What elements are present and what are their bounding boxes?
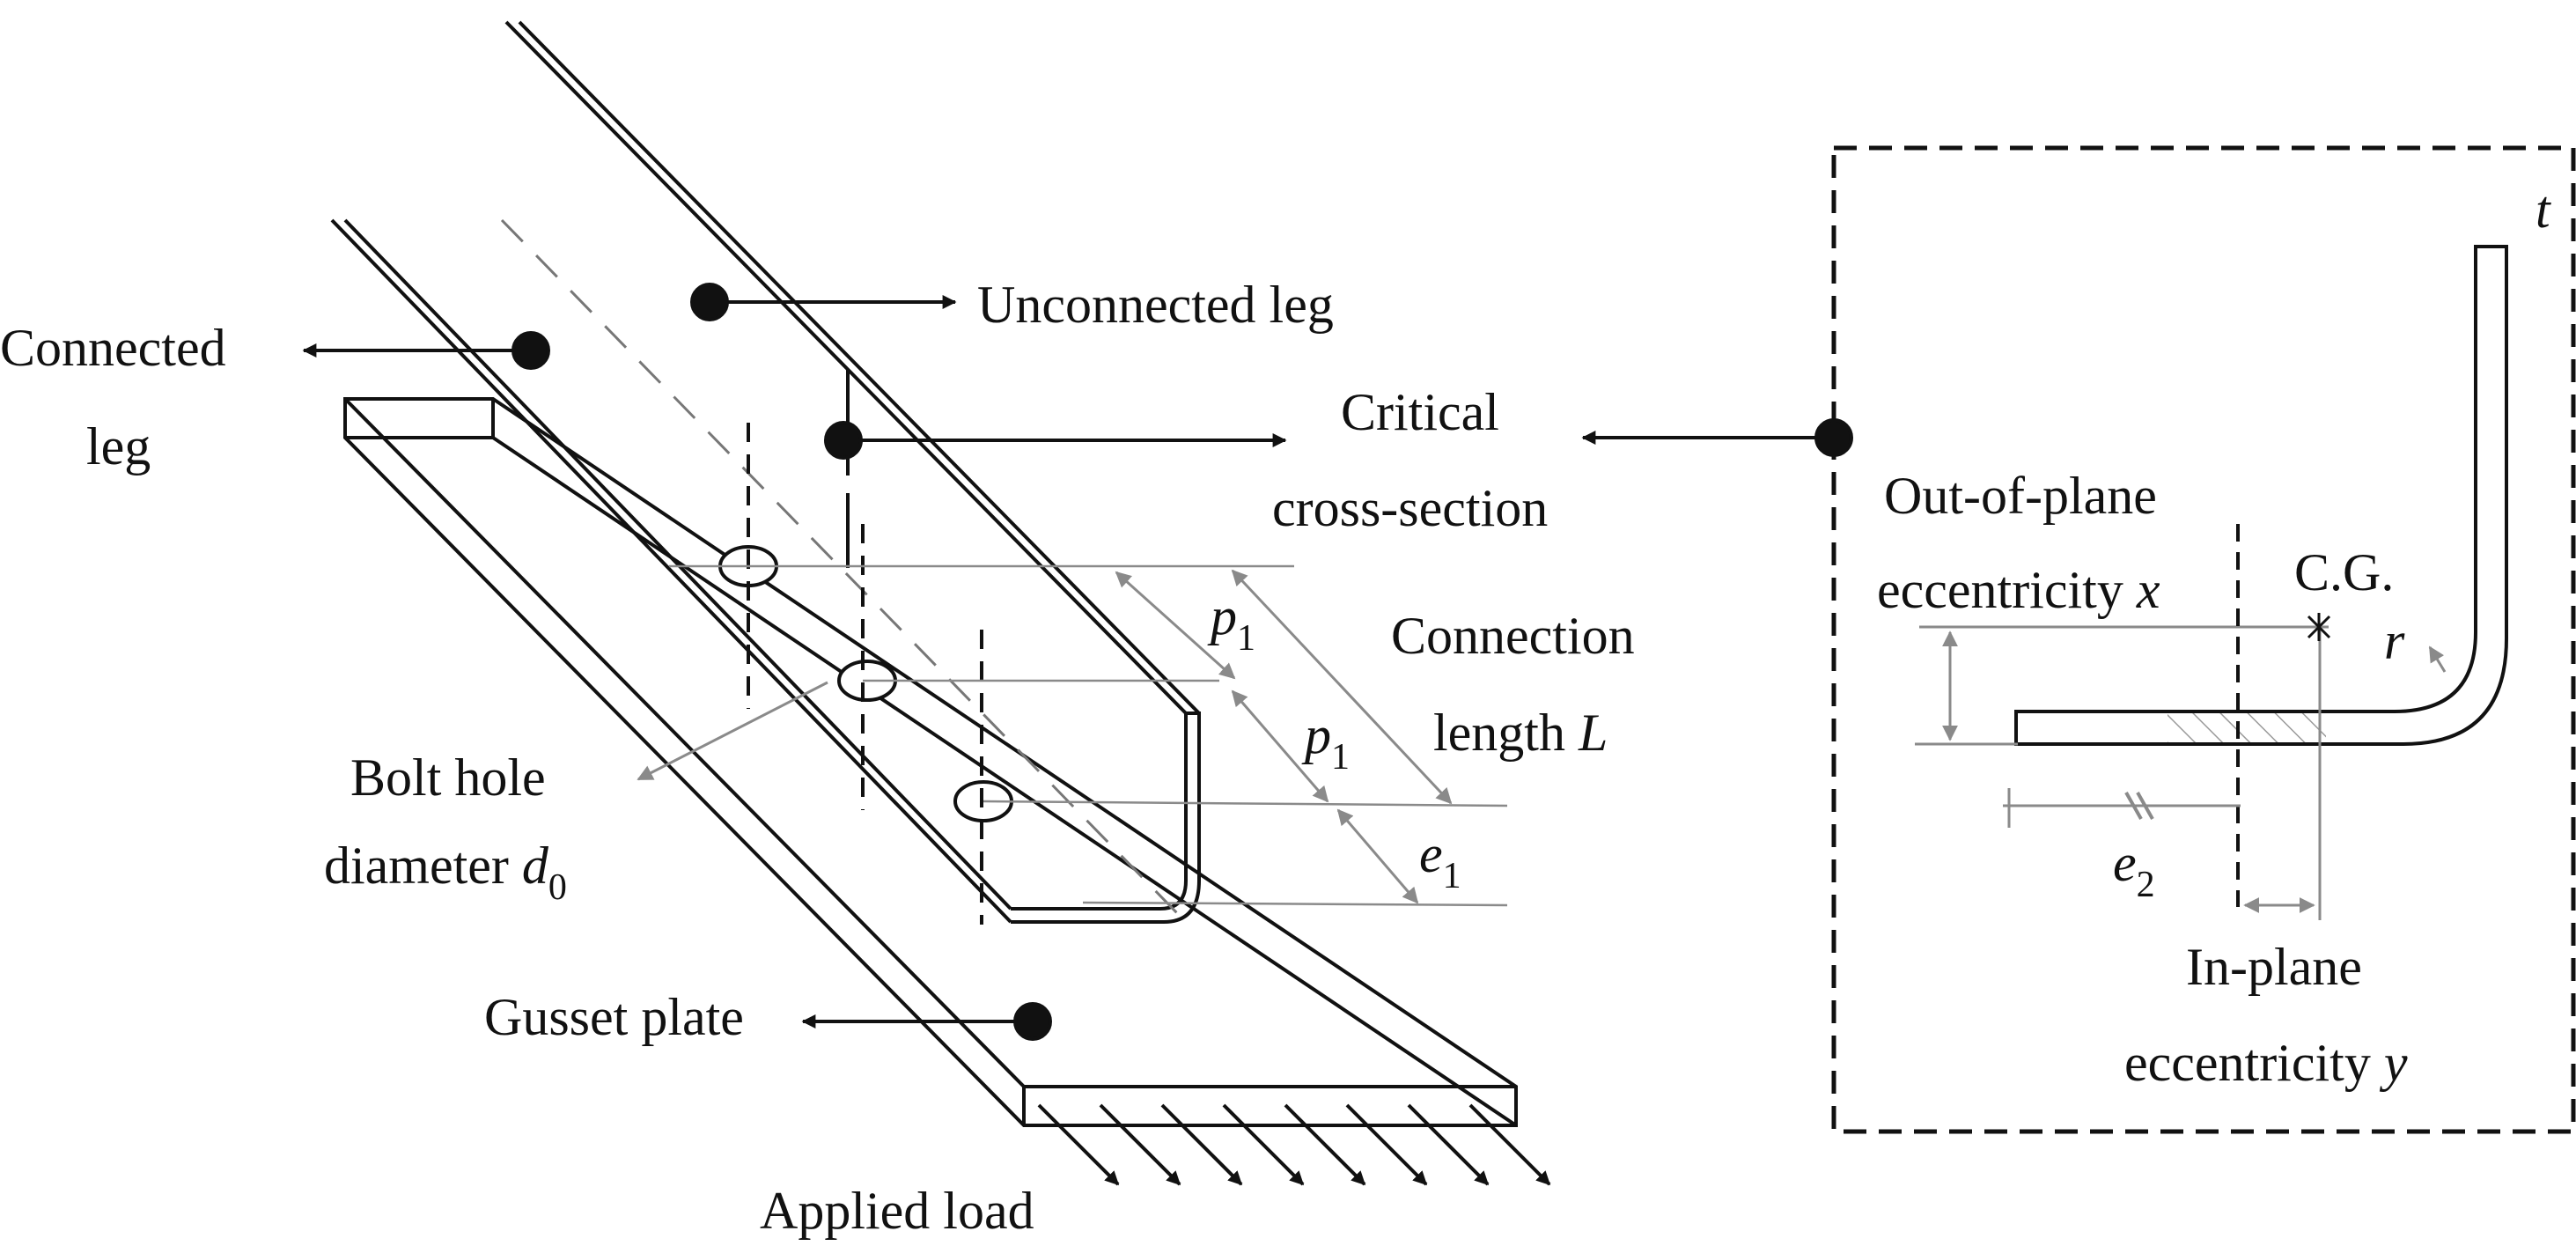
radius-label: r xyxy=(2384,612,2405,670)
critical-section-label-line1: Critical xyxy=(1341,383,1499,441)
cross-section-drawing xyxy=(2014,245,2508,746)
p1-upper-label: p1 xyxy=(1207,587,1255,659)
bolt-hole-label-line2: diameter d0 xyxy=(324,837,567,908)
leaders xyxy=(302,283,1853,1041)
critical-section-label-line2: cross-section xyxy=(1272,479,1548,537)
dimension-arrows xyxy=(637,569,1453,904)
applied-load-arrows xyxy=(1037,1103,1551,1186)
connected-leg-label-line2: leg xyxy=(86,417,151,476)
cross-section-dimensions xyxy=(1915,524,2447,920)
connection-length-label-line1: Connection xyxy=(1391,607,1635,665)
bolt-hole-label-line1: Bolt hole xyxy=(350,748,546,807)
gusset-plate-label: Gusset plate xyxy=(484,988,744,1046)
e1-label: e1 xyxy=(1419,825,1461,896)
applied-load-label: Applied load xyxy=(760,1182,1034,1240)
cg-label: C.G. xyxy=(2294,543,2394,601)
detail-box xyxy=(1831,145,2576,1134)
out-of-plane-label-line2: eccentricity x xyxy=(1877,561,2160,619)
out-of-plane-label-line1: Out-of-plane xyxy=(1884,467,2157,525)
in-plane-label-line1: In-plane xyxy=(2186,938,2362,996)
gusset-plate-drawing xyxy=(343,397,1518,1127)
unconnected-leg-label: Unconnected leg xyxy=(977,276,1334,334)
cg-mark xyxy=(2307,613,2331,641)
connected-leg-label-line1: Connected xyxy=(0,319,226,377)
connection-length-label-line2: length L xyxy=(1433,704,1608,762)
in-plane-label-line2: eccentricity y xyxy=(2124,1034,2408,1092)
angle-heel-line xyxy=(500,218,1181,918)
p1-lower-label: p1 xyxy=(1301,706,1350,778)
thickness-label: t xyxy=(2536,181,2551,239)
angle-member-drawing xyxy=(330,20,1201,924)
e2-label: e2 xyxy=(2113,834,2155,905)
